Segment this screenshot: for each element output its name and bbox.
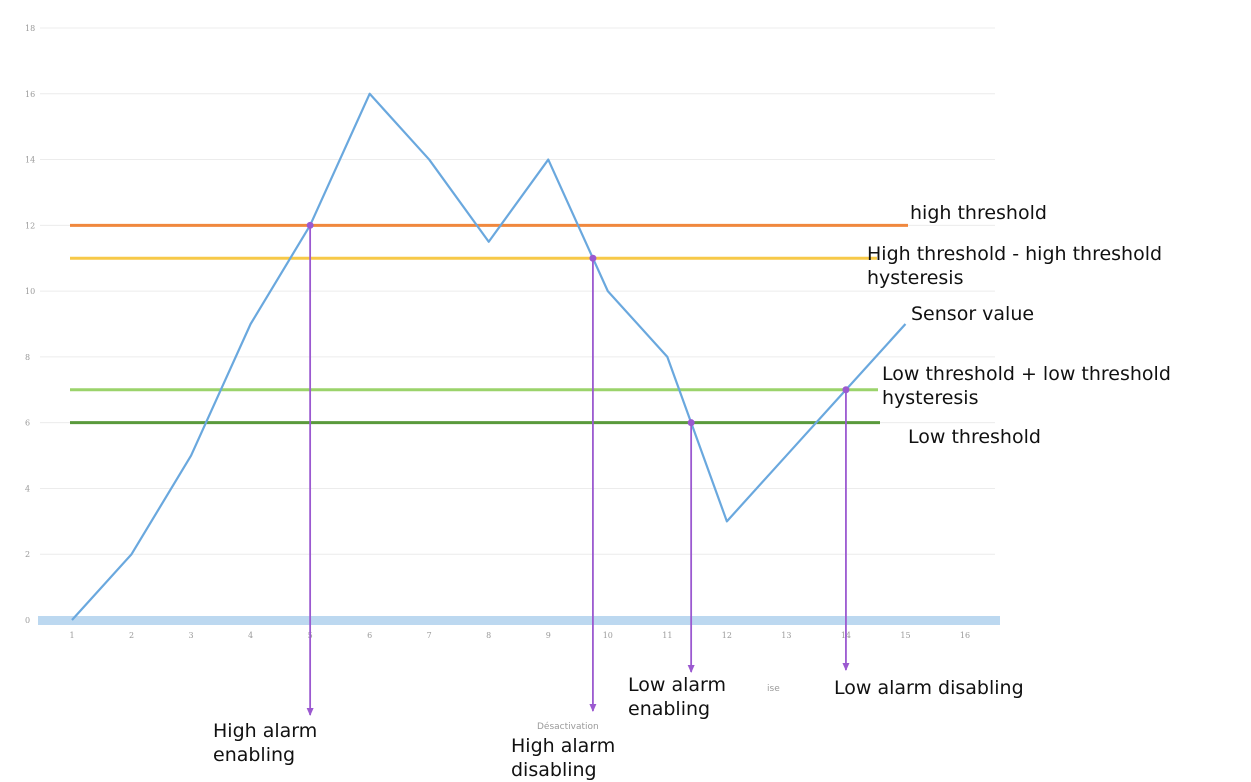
label-high-threshold-hysteresis: High threshold - high threshold hysteres… xyxy=(867,243,1163,289)
y-tick-label: 12 xyxy=(25,221,35,230)
x-tick-label: 15 xyxy=(900,631,910,640)
event-arrowhead xyxy=(842,663,850,671)
x-tick-label: 3 xyxy=(189,631,194,640)
y-tick-label: 8 xyxy=(25,353,30,362)
x-tick-label: 6 xyxy=(367,631,372,640)
event-arrowhead xyxy=(306,708,314,716)
label-sensor-value: Sensor value xyxy=(911,303,1035,325)
y-tick-label: 18 xyxy=(25,24,35,33)
label-low-alarm-enabling: Low alarm enabling xyxy=(628,674,727,720)
y-tick-label: 4 xyxy=(25,484,30,493)
x-tick-label: 9 xyxy=(546,631,551,640)
y-tick-label: 10 xyxy=(25,287,35,296)
x-tick-label: 8 xyxy=(486,631,491,640)
x-tick-label: 7 xyxy=(427,631,432,640)
event-dot xyxy=(306,221,314,229)
y-tick-label: 14 xyxy=(25,156,35,165)
alarm-event-markers xyxy=(306,221,850,716)
label-high-alarm-disabling: High alarm disabling xyxy=(511,735,616,781)
x-axis-ticks: 12345678910111213141516 xyxy=(69,631,970,640)
y-tick-label: 0 xyxy=(25,616,30,625)
x-tick-label: 4 xyxy=(248,631,253,640)
y-axis-ticks: 0 2 4 6 8 10 12 14 16 18 xyxy=(25,24,35,625)
event-dot xyxy=(842,386,850,394)
event-dot xyxy=(687,419,695,427)
event-arrowhead xyxy=(687,665,695,673)
threshold-lines xyxy=(70,223,908,425)
event-arrowhead xyxy=(589,704,597,712)
x-tick-label: 1 xyxy=(69,631,74,640)
x-tick-label: 13 xyxy=(781,631,791,640)
y-tick-label: 6 xyxy=(25,419,30,428)
label-low-threshold-hysteresis: Low threshold + low threshold hysteresis xyxy=(882,363,1171,409)
x-tick-label: 10 xyxy=(603,631,613,640)
faint-legend-text: Désactivation xyxy=(537,722,599,732)
sensor-value-line xyxy=(71,92,907,621)
series-lines xyxy=(71,92,907,621)
x-tick-label: 11 xyxy=(662,631,672,640)
x-axis-band xyxy=(38,616,1000,625)
label-high-alarm-enabling: High alarm enabling xyxy=(213,720,318,766)
label-high-threshold: high threshold xyxy=(910,202,1047,224)
label-low-threshold: Low threshold xyxy=(908,426,1041,448)
x-tick-label: 16 xyxy=(960,631,970,640)
event-dot xyxy=(589,254,597,262)
y-tick-label: 2 xyxy=(25,550,30,559)
faint-legend-text-2: ise xyxy=(767,684,780,694)
grid xyxy=(40,27,995,555)
label-low-alarm-disabling: Low alarm disabling xyxy=(834,677,1024,699)
y-tick-label: 16 xyxy=(25,90,35,99)
x-tick-label: 12 xyxy=(722,631,732,640)
x-tick-label: 2 xyxy=(129,631,134,640)
